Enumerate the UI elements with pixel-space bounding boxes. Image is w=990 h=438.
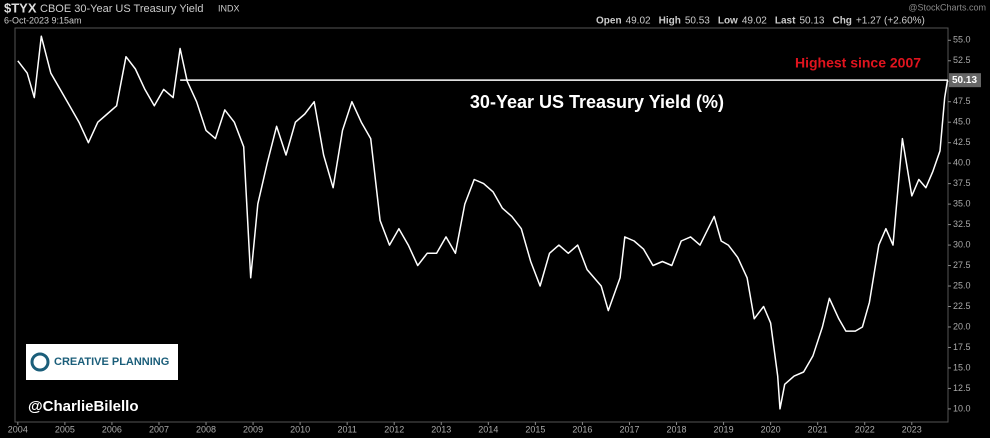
logo: CREATIVE PLANNING: [54, 356, 169, 368]
quote-value: +1.27 (+2.60%): [856, 16, 925, 27]
y-tick-label: 52.5: [953, 55, 971, 65]
x-tick-label: 2007: [149, 424, 169, 434]
quote-label: Open: [596, 16, 622, 27]
quote-label: Low: [718, 16, 738, 27]
x-tick-label: 2012: [384, 424, 404, 434]
y-tick-label: 32.5: [953, 219, 971, 229]
y-tick-label: 20.0: [953, 321, 971, 331]
x-tick-label: 2018: [667, 424, 687, 434]
y-tick-label: 27.5: [953, 260, 971, 270]
x-tick-label: 2017: [619, 424, 639, 434]
y-tick-label: 15.0: [953, 362, 971, 372]
x-tick-label: 2005: [55, 424, 75, 434]
x-tick-label: 2013: [431, 424, 451, 434]
y-tick-label: 40.0: [953, 158, 971, 168]
y-tick-label: 22.5: [953, 301, 971, 311]
credit: @CharlieBilello: [28, 398, 139, 415]
exchange: INDX: [218, 3, 240, 13]
y-tick-label: 10.0: [953, 403, 971, 413]
y-tick-label: 45.0: [953, 117, 971, 127]
x-tick-label: 2006: [102, 424, 122, 434]
y-tick-label: 30.0: [953, 239, 971, 249]
x-tick-label: 2019: [714, 424, 734, 434]
x-tick-label: 2014: [478, 424, 498, 434]
quote-label: Last: [775, 16, 796, 27]
y-tick-label: 55.0: [953, 35, 971, 45]
last-value-box: [949, 73, 981, 88]
logo-box: [26, 344, 178, 380]
price-line: [17, 35, 949, 410]
quote-value: 50.13: [799, 16, 824, 27]
quote-label: High: [659, 16, 681, 27]
x-tick-label: 2010: [290, 424, 310, 434]
y-tick-label: 17.5: [953, 342, 971, 352]
x-tick-label: 2023: [902, 424, 922, 434]
quote-value: 49.02: [626, 16, 651, 27]
logo-icon: [30, 352, 50, 372]
x-tick-label: 2020: [761, 424, 781, 434]
last-value-label: 50.13: [952, 75, 977, 86]
source: @StockCharts.com: [908, 2, 986, 12]
timestamp: 6-Oct-2023 9:15am: [4, 15, 82, 25]
symbol: $TYX: [4, 0, 37, 15]
quote-label: Chg: [832, 16, 851, 27]
y-tick-label: 35.0: [953, 198, 971, 208]
quote-value: 49.02: [742, 16, 767, 27]
x-tick-label: 2008: [196, 424, 216, 434]
quote-value: 50.53: [685, 16, 710, 27]
x-tick-label: 2022: [855, 424, 875, 434]
y-tick-label: 25.0: [953, 280, 971, 290]
x-tick-label: 2009: [243, 424, 263, 434]
x-tick-label: 2011: [337, 424, 356, 434]
chart-title: 30-Year US Treasury Yield (%): [470, 92, 724, 112]
quote: Open 49.02 High 50.53 Low 49.02 Last 50.13 Chg +1…: [596, 16, 925, 27]
x-tick-label: 2004: [8, 424, 28, 434]
symbol-name: CBOE 30-Year US Treasury Yield: [40, 3, 203, 15]
y-tick-label: 37.5: [953, 178, 971, 188]
x-tick-label: 2021: [808, 424, 828, 434]
y-tick-label: 47.5: [953, 96, 971, 106]
annotation: Highest since 2007: [795, 55, 921, 71]
x-tick-label: 2016: [572, 424, 592, 434]
y-tick-label: 12.5: [953, 383, 971, 393]
y-tick-label: 42.5: [953, 137, 971, 147]
x-tick-label: 2015: [525, 424, 545, 434]
